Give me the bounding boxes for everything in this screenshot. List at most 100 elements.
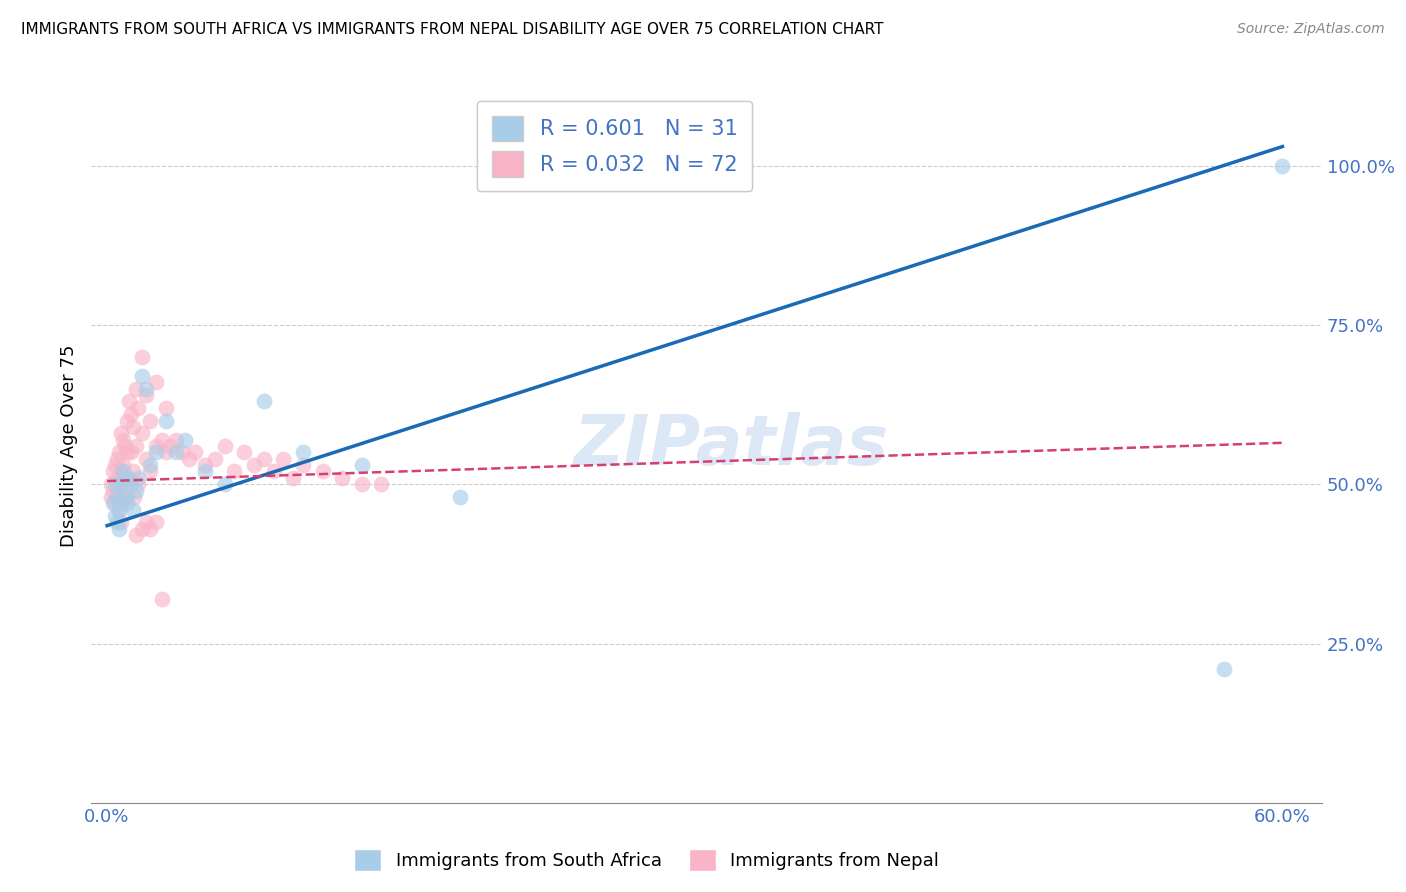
Point — [135, 451, 157, 466]
Point — [115, 496, 138, 510]
Point — [111, 433, 134, 447]
Point — [101, 496, 124, 510]
Point — [150, 433, 173, 447]
Point — [131, 350, 153, 364]
Text: Source: ZipAtlas.com: Source: ZipAtlas.com — [1237, 22, 1385, 37]
Point — [214, 439, 236, 453]
Point — [449, 490, 471, 504]
Point — [350, 458, 373, 472]
Point — [110, 496, 132, 510]
Point — [120, 477, 142, 491]
Point — [125, 528, 148, 542]
Point — [101, 483, 124, 498]
Point — [283, 471, 305, 485]
Legend: Immigrants from South Africa, Immigrants from Nepal: Immigrants from South Africa, Immigrants… — [347, 842, 946, 879]
Point — [105, 490, 128, 504]
Point — [115, 445, 138, 459]
Point — [139, 458, 162, 472]
Point — [121, 465, 143, 479]
Point — [1212, 662, 1234, 676]
Point — [104, 496, 127, 510]
Point — [330, 471, 353, 485]
Point — [145, 376, 167, 390]
Point — [104, 458, 127, 472]
Point — [174, 433, 197, 447]
Point — [194, 458, 217, 472]
Point — [253, 394, 276, 409]
Point — [165, 433, 187, 447]
Point — [101, 465, 124, 479]
Legend: R = 0.601   N = 31, R = 0.032   N = 72: R = 0.601 N = 31, R = 0.032 N = 72 — [477, 101, 752, 192]
Point — [115, 413, 138, 427]
Point — [204, 451, 226, 466]
Point — [108, 502, 131, 516]
Point — [179, 451, 201, 466]
Point — [114, 477, 136, 491]
Point — [105, 516, 128, 530]
Point — [139, 465, 162, 479]
Point — [121, 420, 143, 434]
Point — [243, 458, 266, 472]
Y-axis label: Disability Age Over 75: Disability Age Over 75 — [59, 344, 77, 548]
Point — [115, 471, 138, 485]
Point — [224, 465, 246, 479]
Point — [121, 502, 143, 516]
Point — [110, 516, 132, 530]
Point — [135, 388, 157, 402]
Point — [120, 407, 142, 421]
Point — [108, 477, 131, 491]
Point — [155, 401, 177, 415]
Point — [100, 490, 122, 504]
Point — [311, 465, 333, 479]
Point — [273, 451, 295, 466]
Point — [117, 394, 139, 409]
Point — [145, 445, 167, 459]
Point — [105, 490, 128, 504]
Point — [127, 477, 149, 491]
Point — [110, 477, 132, 491]
Point — [370, 477, 392, 491]
Point — [100, 477, 122, 491]
Point — [104, 477, 127, 491]
Point — [108, 522, 131, 536]
Point — [184, 445, 207, 459]
Point — [139, 522, 162, 536]
Point — [350, 477, 373, 491]
Text: IMMIGRANTS FROM SOUTH AFRICA VS IMMIGRANTS FROM NEPAL DISABILITY AGE OVER 75 COR: IMMIGRANTS FROM SOUTH AFRICA VS IMMIGRAN… — [21, 22, 883, 37]
Point — [108, 445, 131, 459]
Point — [108, 502, 131, 516]
Point — [1271, 159, 1294, 173]
Point — [125, 439, 148, 453]
Point — [111, 465, 134, 479]
Point — [111, 483, 134, 498]
Point — [165, 445, 187, 459]
Point — [135, 516, 157, 530]
Point — [105, 451, 128, 466]
Point — [125, 382, 148, 396]
Point — [159, 439, 181, 453]
Point — [114, 439, 136, 453]
Point — [233, 445, 256, 459]
Point — [127, 471, 149, 485]
Point — [105, 471, 128, 485]
Point — [131, 426, 153, 441]
Point — [131, 522, 153, 536]
Point — [127, 401, 149, 415]
Point — [263, 465, 285, 479]
Point — [111, 458, 134, 472]
Point — [120, 445, 142, 459]
Point — [170, 445, 193, 459]
Point — [145, 516, 167, 530]
Point — [291, 458, 314, 472]
Point — [110, 465, 132, 479]
Point — [194, 465, 217, 479]
Point — [125, 483, 148, 498]
Point — [214, 477, 236, 491]
Point — [110, 426, 132, 441]
Point — [253, 451, 276, 466]
Point — [155, 413, 177, 427]
Point — [150, 591, 173, 606]
Point — [139, 413, 162, 427]
Point — [135, 382, 157, 396]
Point — [291, 445, 314, 459]
